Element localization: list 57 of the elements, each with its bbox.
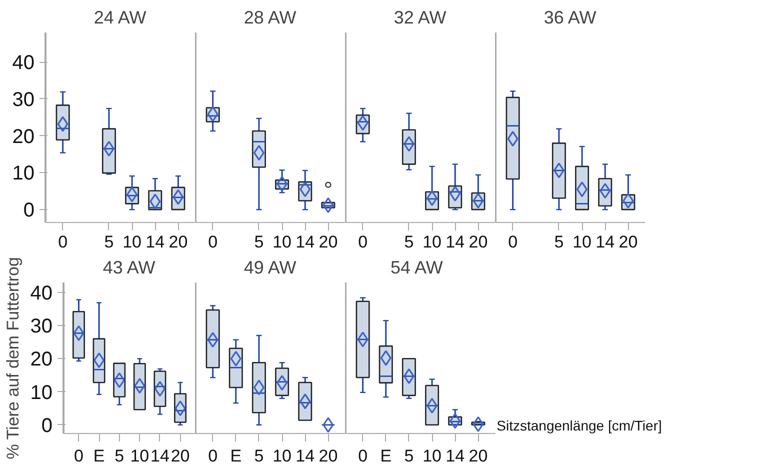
x-tick-label: 10 [130,446,150,466]
chart-title: 36 AW [544,8,596,28]
chart-title: 28 AW [244,8,296,28]
x-tick-label: 14 [446,446,465,466]
x-tick-label: 20 [618,232,638,252]
x-tick-label: E [380,446,392,466]
x-tick-label: 5 [114,446,124,466]
x-tick-label: 14 [296,232,315,252]
x-tick-label: 0 [358,232,368,252]
x-tick-label: 5 [254,232,264,252]
x-tick-label: E [230,446,242,466]
x-tick-label: 10 [122,232,142,252]
x-tick-label: 0 [208,446,218,466]
chart-title: 54 AW [390,258,443,278]
x-tick-label: 5 [554,232,564,252]
y-tick-label: 40 [12,52,35,74]
x-tick-label: 10 [422,232,442,252]
y-tick-label: 30 [30,316,53,338]
x-tick-label: 5 [404,446,414,466]
chart-title: 43 AW [102,258,156,278]
chart-title: 24 AW [94,8,146,28]
x-tick-label: E [93,446,105,466]
x-tick-label: 20 [468,232,488,252]
x-tick-label: 0 [74,446,84,466]
y-tick-label: 40 [30,282,53,304]
y-tick-label: 10 [12,162,35,185]
x-tick-label: 0 [208,232,218,252]
chart-title: 49 AW [244,258,296,278]
x-tick-label: 0 [58,232,68,252]
x-tick-label: 5 [404,232,414,252]
x-tick-label: 20 [468,446,488,466]
x-tick-label: 10 [572,232,592,252]
x-tick-label: 20 [170,446,190,466]
x-tick-label: 5 [254,446,264,466]
x-tick-label: 14 [150,446,170,466]
y-tick-label: 10 [30,382,53,404]
x-tick-label: 0 [508,232,518,252]
y-tick-label: 0 [23,200,34,222]
chart-title: 32 AW [394,8,446,28]
x-axis-title: Sitzstangenlänge [cm/Tier] [496,418,662,434]
x-tick-label: 5 [104,232,114,252]
x-tick-label: 10 [422,446,442,466]
y-tick-label: 0 [41,414,52,437]
y-tick-label: 20 [12,126,35,148]
y-tick-label: 20 [30,348,53,371]
x-tick-label: 20 [318,446,338,466]
x-tick-label: 14 [446,232,465,252]
y-axis-title: % Tiere auf dem Futtertrog [3,257,22,460]
x-tick-label: 14 [596,232,615,252]
x-tick-label: 0 [358,446,368,466]
x-tick-label: 20 [318,232,338,252]
x-tick-label: 20 [168,232,188,252]
x-tick-label: 14 [296,446,315,466]
x-tick-label: 10 [272,232,292,252]
y-tick-label: 30 [12,88,35,111]
x-tick-label: 10 [272,446,292,466]
x-tick-label: 14 [146,232,165,252]
